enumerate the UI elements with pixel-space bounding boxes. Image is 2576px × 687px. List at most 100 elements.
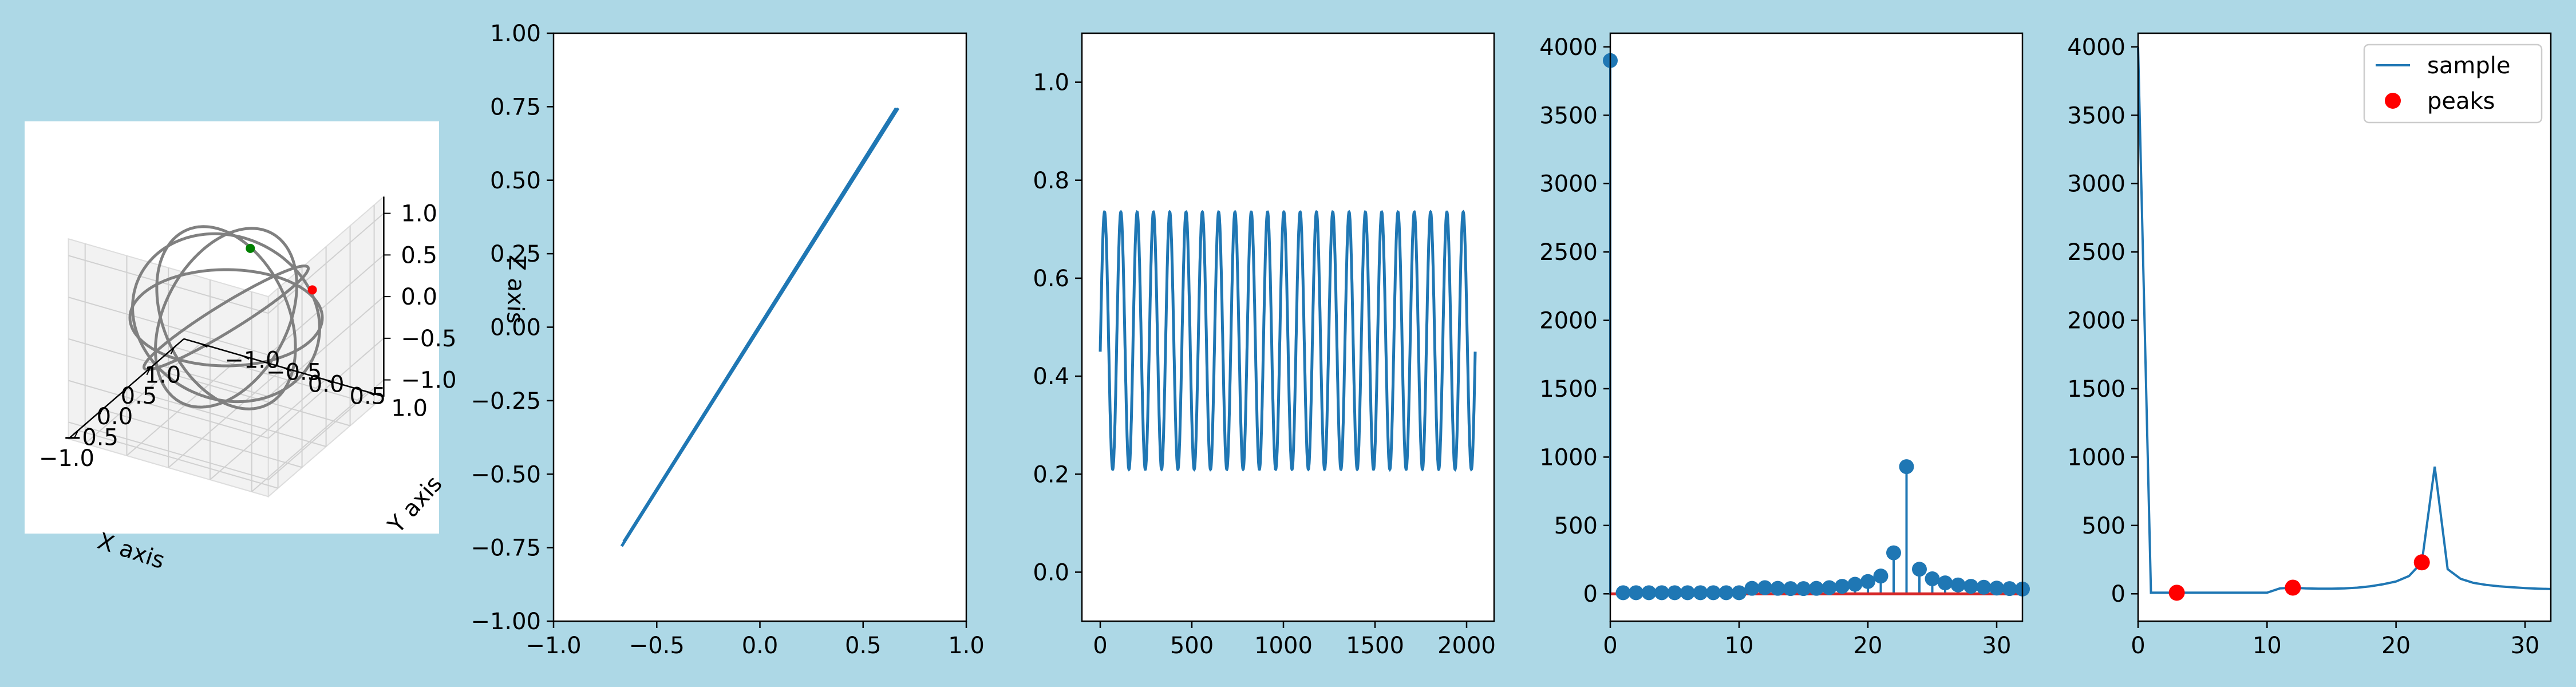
z-tick-label-3d: 1.0 bbox=[401, 201, 437, 227]
stem-marker bbox=[1886, 545, 1901, 560]
x-tick-label: 1000 bbox=[1254, 633, 1313, 659]
stem-marker bbox=[1796, 581, 1811, 597]
y-tick-3d bbox=[366, 391, 374, 396]
y-tick-label-3d: 0.5 bbox=[350, 383, 386, 409]
stem-marker bbox=[1770, 581, 1785, 596]
stem-marker bbox=[1847, 577, 1863, 592]
y-tick-label: −1.00 bbox=[471, 609, 541, 635]
point-3d bbox=[246, 243, 255, 253]
plot-area bbox=[1610, 33, 2022, 621]
peak-marker bbox=[2413, 554, 2430, 571]
y-tick-label: 3500 bbox=[2067, 102, 2125, 129]
stem-marker bbox=[1989, 581, 2004, 596]
x-tick-3d bbox=[98, 409, 103, 417]
x-tick-3d bbox=[122, 388, 127, 396]
legend-label-sample: sample bbox=[2427, 53, 2510, 79]
stem-marker bbox=[1899, 459, 1914, 475]
stem-marker bbox=[1641, 585, 1657, 601]
y-tick-label: 4000 bbox=[2067, 34, 2125, 61]
y-tick-label-3d: −1.0 bbox=[224, 347, 280, 373]
x-tick-label: 0.5 bbox=[845, 633, 882, 659]
panel-stem-plot: 0 10 20 30 0 500 1000 1500 2000 2500 3000 3500 4000 bbox=[1539, 32, 2030, 659]
y-tick-label: 0.8 bbox=[1033, 168, 1069, 194]
peak-marker bbox=[2168, 585, 2185, 601]
stem-marker bbox=[1976, 579, 1992, 595]
stem-marker bbox=[1835, 579, 1850, 594]
y-tick-label: 2500 bbox=[1539, 239, 1598, 266]
x-axis-line bbox=[68, 338, 185, 440]
z-tick-label-3d: −0.5 bbox=[401, 326, 456, 352]
y-tick-label: 3000 bbox=[1539, 171, 1598, 198]
grid-line-3d bbox=[68, 297, 269, 356]
grid-line-3d bbox=[174, 346, 374, 406]
stem-marker bbox=[1744, 581, 1760, 596]
x-tick-label-3d: 1.0 bbox=[145, 362, 181, 388]
ring-vertical-a bbox=[131, 232, 321, 404]
x-tick-label: 10 bbox=[2253, 633, 2282, 659]
y-tick-label: 0.25 bbox=[490, 241, 541, 267]
y-tick-label: 0.50 bbox=[490, 168, 541, 194]
line-series bbox=[622, 107, 898, 543]
stem-marker bbox=[1809, 581, 1824, 596]
legend-marker-swatch bbox=[2385, 93, 2401, 109]
plot-area bbox=[2138, 33, 2551, 621]
stem-marker bbox=[1615, 585, 1631, 601]
y-tick-label: 0.4 bbox=[1033, 364, 1069, 390]
y-tick-label: 3500 bbox=[1539, 102, 1598, 129]
grid-line-3d bbox=[251, 391, 368, 492]
y-tick-label: 2000 bbox=[1539, 308, 1598, 334]
x-tick-label: 1500 bbox=[1346, 633, 1404, 659]
y-tick-label: 1.0 bbox=[1033, 70, 1069, 96]
y-tick-3d bbox=[200, 343, 208, 348]
y-tick-label: 1500 bbox=[1539, 376, 1598, 402]
stem-marker bbox=[1629, 585, 1643, 601]
y-tick-label: 500 bbox=[2082, 513, 2125, 539]
grid-line-3d bbox=[68, 255, 269, 314]
y-tick-label: 0.75 bbox=[490, 94, 541, 120]
x-tick-label: −1.0 bbox=[526, 633, 581, 659]
y-tick-label: 0.6 bbox=[1033, 266, 1069, 292]
stem-marker bbox=[1912, 562, 1927, 577]
grid-line-3d bbox=[268, 254, 385, 356]
y-tick-label: 1000 bbox=[1539, 444, 1598, 471]
peak-marker bbox=[2285, 579, 2301, 596]
plot-frame bbox=[1609, 32, 2024, 622]
signal-line bbox=[1099, 210, 1477, 472]
x-tick-3d bbox=[74, 430, 79, 438]
plot-frame bbox=[552, 32, 967, 622]
x-tick-label: 30 bbox=[1982, 633, 2012, 659]
sample-line bbox=[2137, 46, 2551, 594]
x-tick-label: 500 bbox=[1170, 633, 1214, 659]
y-tick-label: 0.00 bbox=[490, 315, 541, 341]
z-axis-label: Z axis bbox=[501, 255, 530, 325]
panel-signal-plot: 0 500 1000 1500 2000 0.0 0.2 0.4 0.6 0.8 1.0 bbox=[1033, 32, 1496, 659]
y-tick-label: 0.2 bbox=[1033, 461, 1069, 488]
stem-marker bbox=[1963, 579, 1978, 594]
y-tick-label: 2000 bbox=[2067, 308, 2125, 334]
x-tick-label: 2000 bbox=[1437, 633, 1496, 659]
legend-label-peaks: peaks bbox=[2427, 88, 2495, 114]
y-tick-label: 3000 bbox=[2067, 171, 2125, 198]
x-tick-label-3d: 0.5 bbox=[121, 383, 157, 409]
stem-marker bbox=[1667, 585, 1682, 601]
z-tick-label-3d: 0.5 bbox=[401, 242, 437, 269]
x-tick-label-3d: −1.0 bbox=[39, 445, 94, 472]
stem-marker bbox=[1860, 574, 1875, 589]
stem-marker bbox=[1822, 580, 1837, 595]
z-tick-label-3d: −1.0 bbox=[401, 368, 456, 394]
grid-line-3d bbox=[168, 367, 285, 468]
stem-marker bbox=[1654, 585, 1669, 601]
y-tick-label: −0.50 bbox=[471, 461, 541, 488]
stem-marker bbox=[1757, 580, 1772, 595]
ring-tilted-b bbox=[155, 225, 297, 410]
plot-frame bbox=[2137, 32, 2552, 622]
y-tick-label: 2500 bbox=[2067, 239, 2125, 266]
x-tick-label: 20 bbox=[2381, 633, 2411, 659]
stem-marker bbox=[1950, 577, 1966, 593]
panel-3d-plot: −1.0−1.0−1.0−0.5−0.5−0.50.00.00.00.5 0.50… bbox=[25, 121, 530, 574]
y-tick-label: 0 bbox=[1583, 581, 1598, 607]
x-tick-label: 0 bbox=[1093, 633, 1107, 659]
y-tick-label: 1000 bbox=[2067, 444, 2125, 471]
x-tick-label: 0 bbox=[2131, 633, 2145, 659]
